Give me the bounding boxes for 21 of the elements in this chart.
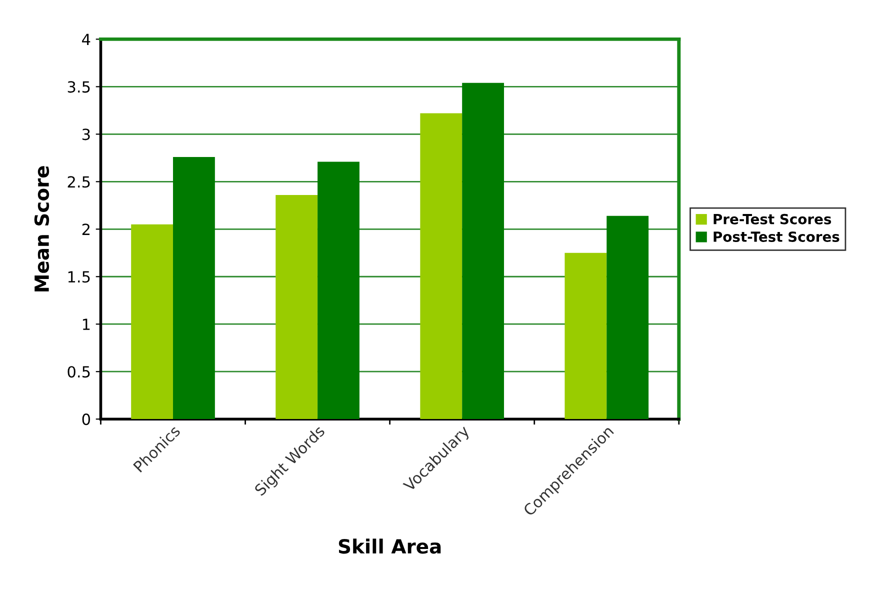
y-tick-label: 1.5 — [68, 271, 90, 283]
y-tick-label: 1 — [82, 318, 90, 330]
bar — [564, 252, 607, 420]
y-tick-label: 2 — [82, 224, 90, 235]
y-axis-title: Mean Score — [34, 166, 50, 292]
y-tick-label: 3 — [82, 128, 90, 140]
bar — [173, 156, 215, 420]
y-tick-label: 0.5 — [68, 366, 90, 378]
x-axis-title: Skill Area — [338, 538, 441, 554]
bar — [420, 113, 462, 420]
bar — [131, 224, 174, 420]
bar — [318, 162, 360, 420]
legend-label: Post-Test Scores — [714, 231, 840, 242]
y-tick-label: 2.5 — [68, 176, 90, 188]
y-tick-label: 0 — [82, 414, 90, 426]
legend-label: Pre-Test Scores — [714, 214, 832, 224]
bar — [276, 194, 318, 420]
bar — [606, 216, 649, 420]
bar — [462, 82, 504, 420]
y-tick-label: 3.5 — [68, 81, 90, 93]
y-tick-label: 4 — [82, 34, 90, 45]
